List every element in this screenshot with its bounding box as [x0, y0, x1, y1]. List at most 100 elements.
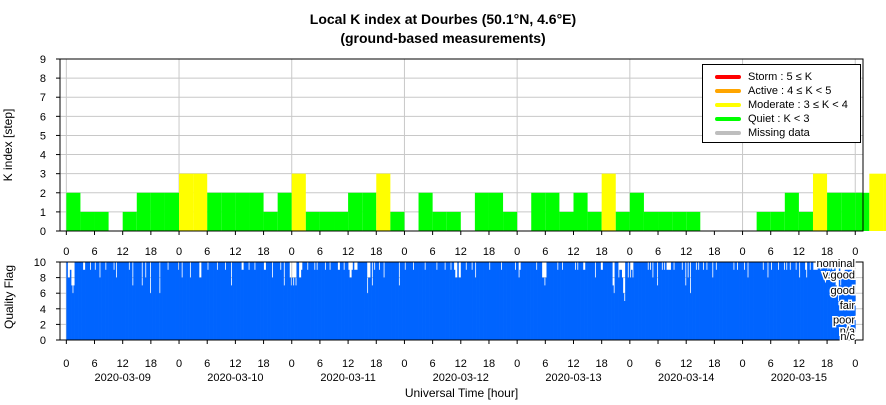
quality-bar: [198, 277, 201, 340]
quality-bar: [425, 262, 428, 340]
quality-bar: [622, 293, 625, 340]
quality-bar: [397, 262, 399, 340]
quality-bar: [410, 262, 412, 340]
quality-bar: [102, 262, 105, 340]
quality-xtick-label: 12: [117, 358, 129, 370]
quality-bar: [80, 262, 82, 340]
quality-bar: [767, 277, 769, 340]
quality-bar: [832, 269, 835, 340]
quality-bar: [754, 262, 756, 340]
k-xtick-label: 0: [852, 246, 858, 258]
quality-bar: [309, 262, 311, 340]
quality-bar: [184, 262, 187, 340]
quality-bar: [661, 269, 664, 340]
quality-bar: [125, 262, 127, 340]
quality-bar: [665, 262, 667, 340]
quality-bar: [708, 262, 711, 340]
chart-title: Local K index at Dourbes (50.1°N, 4.6°E): [309, 11, 577, 27]
quality-bar: [443, 262, 445, 340]
quality-bar: [638, 262, 640, 340]
quality-bar: [248, 269, 250, 340]
quality-bar: [283, 285, 286, 340]
legend-item-active: Active : 4 ≤ K < 5: [703, 84, 831, 98]
quality-bar: [784, 262, 787, 340]
quality-bar: [176, 262, 179, 340]
quality-bar: [99, 277, 101, 340]
k-bar: [305, 211, 320, 231]
quality-bar: [380, 262, 383, 340]
quality-bar: [584, 269, 586, 340]
quality-bar: [469, 262, 471, 340]
legend-label-active: Active : 4 ≤ K < 5: [748, 85, 832, 97]
quality-bar: [675, 262, 678, 340]
quality-bar: [785, 269, 788, 340]
quality-bar: [110, 262, 113, 340]
k-bar: [784, 192, 799, 231]
quality-bar: [255, 262, 257, 340]
quality-bar: [559, 262, 561, 340]
quality-bar: [658, 262, 660, 340]
quality-bar: [595, 262, 598, 340]
quality-bar: [206, 262, 208, 340]
quality-bar: [71, 285, 73, 340]
quality-bar: [365, 262, 368, 340]
k-bar: [827, 192, 842, 231]
quality-bar: [378, 269, 381, 340]
quality-bar: [196, 262, 199, 340]
quality-bar: [577, 269, 579, 340]
legend: Storm : 5 ≤ K Active : 4 ≤ K < 5 Moderat…: [702, 64, 861, 143]
k-bar: [812, 173, 828, 231]
k-ytick-label: 7: [40, 92, 46, 104]
quality-bar: [558, 262, 560, 340]
quality-bar: [454, 277, 457, 340]
quality-bar: [574, 269, 577, 340]
quality-bar: [312, 262, 315, 340]
quality-bar: [291, 277, 294, 340]
quality-bar: [341, 262, 343, 340]
quality-bar: [400, 262, 403, 340]
quality-bar: [748, 262, 750, 340]
quality-bar: [729, 262, 732, 340]
quality-bar: [766, 262, 768, 340]
quality-bar: [621, 277, 624, 340]
quality-bar: [456, 277, 458, 340]
quality-category-label: poor: [833, 315, 855, 327]
k-xtick-label: 6: [542, 246, 548, 258]
quality-bar: [719, 262, 721, 340]
quality-xtick-label: 18: [483, 358, 495, 370]
quality-bar: [596, 262, 599, 340]
quality-bar: [710, 262, 713, 340]
k-ytick-label: 3: [40, 169, 46, 181]
quality-bar: [272, 262, 275, 340]
k-xtick-label: 18: [145, 246, 157, 258]
quality-bar: [173, 262, 175, 340]
k-bar: [756, 211, 771, 231]
quality-xtick-label: 18: [596, 358, 608, 370]
quality-bar: [201, 262, 203, 340]
quality-bar: [166, 262, 168, 340]
quality-bar: [751, 262, 754, 340]
quality-bar: [383, 277, 385, 340]
quality-bar: [194, 262, 196, 340]
legend-item-storm: Storm : 5 ≤ K: [703, 70, 812, 84]
quality-bar: [573, 262, 576, 340]
quality-bar: [822, 262, 824, 340]
quality-bar: [344, 262, 347, 340]
quality-bar: [741, 262, 743, 340]
quality-bar: [519, 269, 522, 340]
quality-bar: [628, 262, 631, 340]
quality-bar: [296, 262, 298, 340]
quality-bar: [829, 269, 831, 340]
quality-bar: [335, 262, 337, 340]
quality-bar: [213, 262, 215, 340]
quality-bar: [69, 269, 72, 340]
quality-bar: [339, 262, 342, 340]
quality-bar: [740, 262, 742, 340]
quality-bar: [377, 262, 379, 340]
quality-bar: [68, 277, 71, 340]
quality-bar: [481, 262, 484, 340]
quality-bar: [744, 262, 747, 340]
quality-xtick-label: 0: [739, 358, 745, 370]
k-bar: [179, 173, 194, 231]
quality-xtick-label: 12: [342, 358, 354, 370]
